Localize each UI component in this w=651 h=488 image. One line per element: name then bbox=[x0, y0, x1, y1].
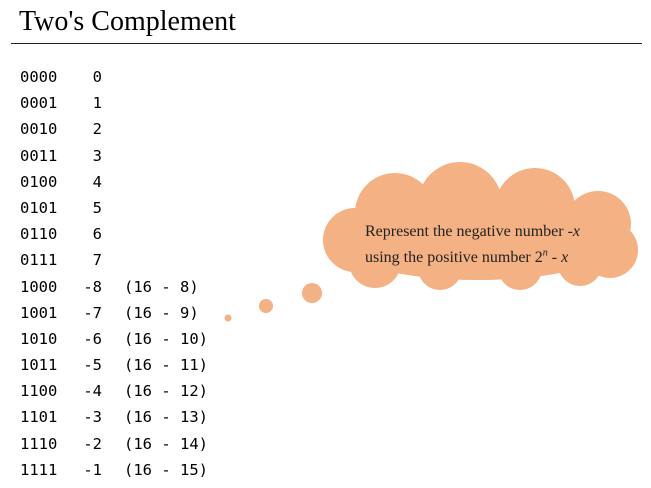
binary-value: 0111 bbox=[20, 251, 58, 270]
decimal-value: -8 bbox=[83, 277, 102, 296]
binary-value: 0011 bbox=[20, 146, 58, 165]
complement-expression: (16 - 11) bbox=[124, 356, 208, 375]
decimal-value: -6 bbox=[83, 329, 102, 348]
decimal-value: -5 bbox=[83, 356, 102, 375]
decimal-value: 6 bbox=[92, 225, 102, 244]
thought-dot-large bbox=[302, 283, 322, 303]
decimal-value: 7 bbox=[92, 251, 102, 270]
title-divider bbox=[11, 43, 642, 44]
decimal-value: 4 bbox=[92, 172, 102, 191]
page-title: Two's Complement bbox=[19, 6, 236, 37]
decimal-value: -7 bbox=[83, 303, 102, 322]
decimal-value: 0 bbox=[92, 68, 102, 86]
complement-expression: (16 - 15) bbox=[124, 460, 208, 479]
cloud-line-2: using the positive number 2n - x bbox=[365, 247, 569, 266]
decimal-value: 2 bbox=[92, 120, 102, 139]
binary-value: 0100 bbox=[20, 172, 58, 191]
complement-expression: (16 - 9) bbox=[124, 303, 199, 322]
binary-value: 0001 bbox=[20, 94, 58, 113]
binary-value: 1001 bbox=[20, 303, 58, 322]
cloud-text: Represent the negative number -x using t… bbox=[365, 219, 635, 271]
complement-expression: (16 - 8) bbox=[124, 277, 199, 296]
complement-expression: (16 - 14) bbox=[124, 434, 208, 453]
binary-value: 1100 bbox=[20, 382, 58, 401]
decimal-value: -4 bbox=[83, 382, 102, 401]
cloud-shape bbox=[323, 162, 638, 290]
thought-dot-small bbox=[224, 314, 232, 322]
decimal-value: -3 bbox=[83, 408, 102, 427]
binary-value: 1110 bbox=[20, 434, 58, 453]
complement-expression: (16 - 13) bbox=[124, 408, 208, 427]
decimal-value: -2 bbox=[83, 434, 102, 453]
binary-value: 0101 bbox=[20, 198, 58, 217]
complement-expression: (16 - 12) bbox=[124, 382, 208, 401]
binary-value: 0110 bbox=[20, 225, 58, 244]
decimal-value: -1 bbox=[83, 460, 102, 479]
binary-value: 1010 bbox=[20, 329, 58, 348]
binary-value: 1000 bbox=[20, 277, 58, 296]
binary-value: 1111 bbox=[20, 460, 58, 479]
complement-expression: (16 - 10) bbox=[124, 329, 208, 348]
binary-value: 1011 bbox=[20, 356, 58, 375]
binary-value: 1101 bbox=[20, 408, 58, 427]
binary-value: 0010 bbox=[20, 120, 58, 139]
decimal-value: 3 bbox=[92, 146, 102, 165]
decimal-value: 1 bbox=[92, 94, 102, 113]
binary-value: 0000 bbox=[20, 68, 58, 86]
thought-dot-medium bbox=[259, 299, 273, 313]
decimal-value: 5 bbox=[92, 198, 102, 217]
cloud-line-1: Represent the negative number -x bbox=[365, 223, 581, 240]
